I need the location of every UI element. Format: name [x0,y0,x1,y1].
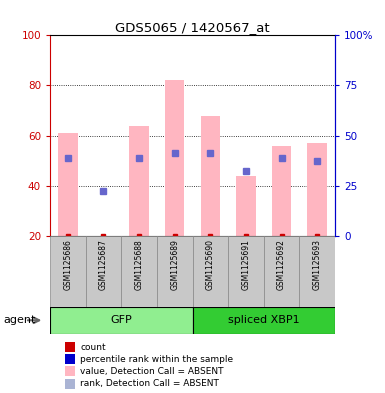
Text: GSM1125693: GSM1125693 [313,239,321,290]
Bar [50,307,192,334]
Text: GSM1125691: GSM1125691 [241,239,250,290]
Text: count: count [80,343,106,352]
Bar [165,81,184,236]
Bar [192,307,335,334]
Text: GSM1125690: GSM1125690 [206,239,215,290]
Text: GSM1125688: GSM1125688 [135,239,144,290]
Bar [157,236,192,307]
Bar [192,236,228,307]
Bar [121,236,157,307]
Bar [228,236,264,307]
Bar [307,143,327,236]
Text: agent: agent [4,315,36,325]
Bar [58,133,78,236]
Title: GDS5065 / 1420567_at: GDS5065 / 1420567_at [115,21,270,34]
Text: GSM1125686: GSM1125686 [64,239,72,290]
Text: value, Detection Call = ABSENT: value, Detection Call = ABSENT [80,367,224,376]
Text: spliced XBP1: spliced XBP1 [228,315,300,325]
Text: rank, Detection Call = ABSENT: rank, Detection Call = ABSENT [80,379,219,388]
Text: GFP: GFP [110,315,132,325]
Bar [201,116,220,236]
Text: GSM1125692: GSM1125692 [277,239,286,290]
Text: percentile rank within the sample: percentile rank within the sample [80,355,233,364]
Bar [129,125,149,236]
Text: GSM1125687: GSM1125687 [99,239,108,290]
Bar [85,236,121,307]
Bar [272,145,291,236]
Bar [236,176,256,236]
Bar [50,236,85,307]
Bar [264,236,300,307]
Text: GSM1125689: GSM1125689 [170,239,179,290]
Bar [300,236,335,307]
